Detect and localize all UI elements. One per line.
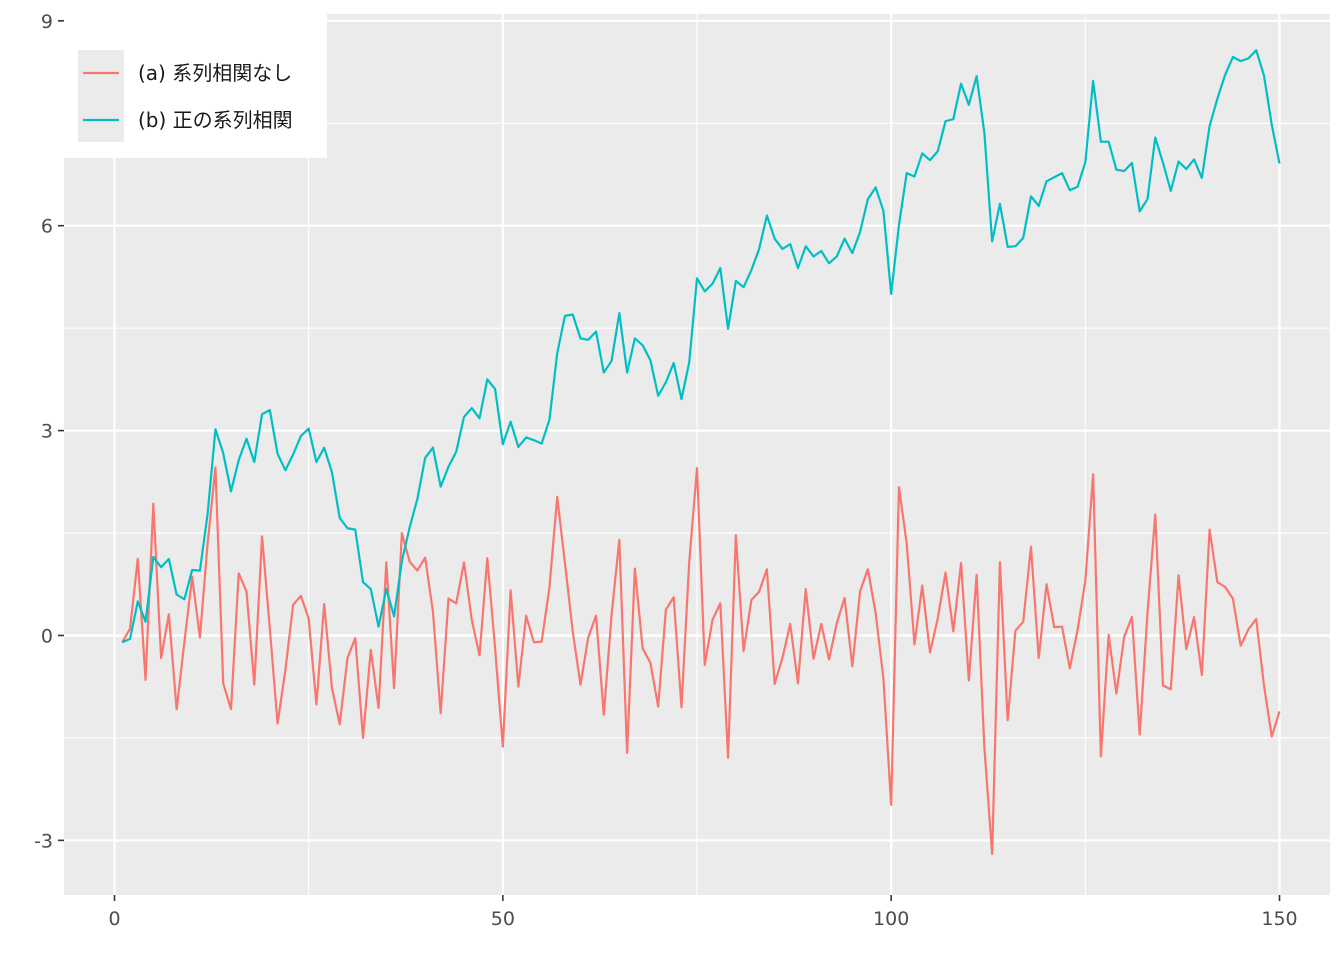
x-axis: 0 50 100 150	[108, 895, 1298, 930]
x-tick-label: 150	[1261, 908, 1297, 930]
series-line-b	[121, 49, 1281, 644]
y-tick-label: 0	[41, 625, 53, 647]
y-tick-label: 3	[41, 421, 53, 443]
y-axis: -3 0 3 6 9	[34, 11, 64, 852]
y-tick-label: 9	[41, 11, 53, 33]
series-lines	[121, 49, 1281, 856]
x-tick-label: 50	[491, 908, 515, 930]
series-line-a	[121, 466, 1281, 856]
x-tick-label: 100	[873, 908, 909, 930]
y-tick-label: 6	[41, 216, 53, 238]
legend-label-a: (a) 系列相関なし	[138, 61, 292, 85]
legend: (a) 系列相関なし (b) 正の系列相関	[64, 14, 327, 158]
y-tick-label: -3	[34, 830, 53, 852]
legend-label-b: (b) 正の系列相関	[138, 108, 293, 132]
x-tick-label: 0	[108, 908, 120, 930]
